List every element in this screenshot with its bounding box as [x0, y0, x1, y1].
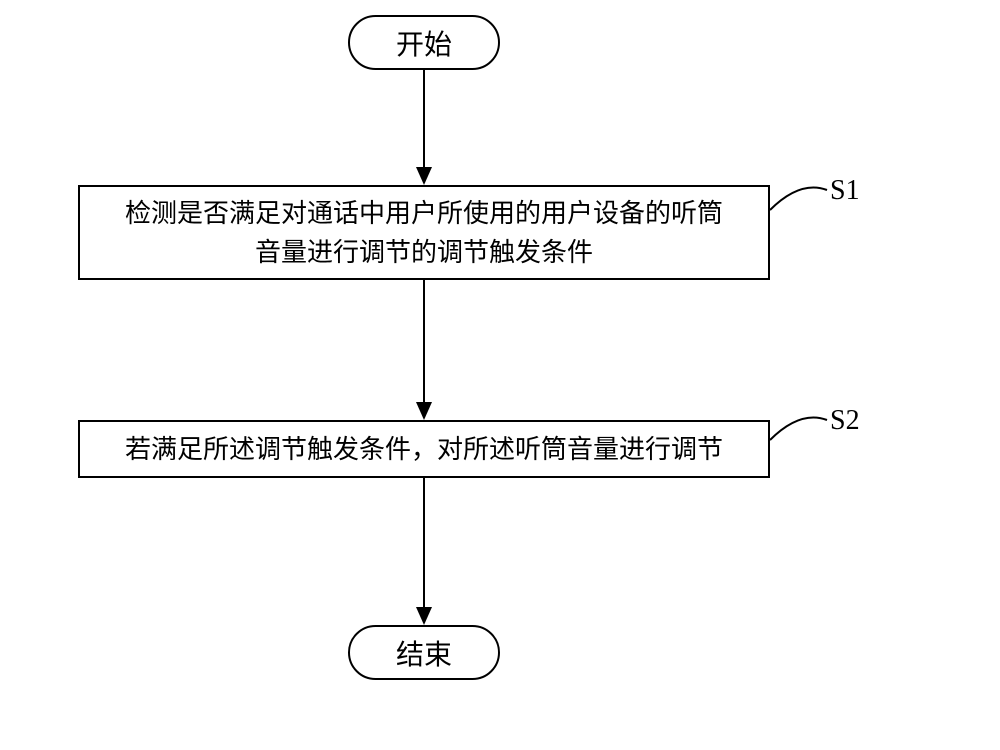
flowchart-process-s2: 若满足所述调节触发条件，对所述听筒音量进行调节: [78, 420, 770, 478]
connector-s1: [0, 0, 1000, 750]
edge-s1-s2: [414, 280, 434, 420]
connector-s2: [0, 0, 1000, 750]
s1-label-text: S1: [830, 175, 860, 206]
edge-start-s1: [414, 70, 434, 185]
s1-text: 检测是否满足对通话中用户所使用的用户设备的听筒 音量进行调节的调节触发条件: [125, 194, 723, 272]
label-s2: S2: [830, 405, 860, 437]
flowchart-start-node: 开始: [348, 15, 500, 70]
start-label: 开始: [396, 23, 452, 63]
end-label: 结束: [396, 633, 452, 673]
label-s1: S1: [830, 175, 860, 207]
s2-label-text: S2: [830, 405, 860, 436]
flowchart-process-s1: 检测是否满足对通话中用户所使用的用户设备的听筒 音量进行调节的调节触发条件: [78, 185, 770, 280]
edge-s2-end: [414, 478, 434, 625]
s2-text: 若满足所述调节触发条件，对所述听筒音量进行调节: [125, 430, 723, 469]
flowchart-end-node: 结束: [348, 625, 500, 680]
